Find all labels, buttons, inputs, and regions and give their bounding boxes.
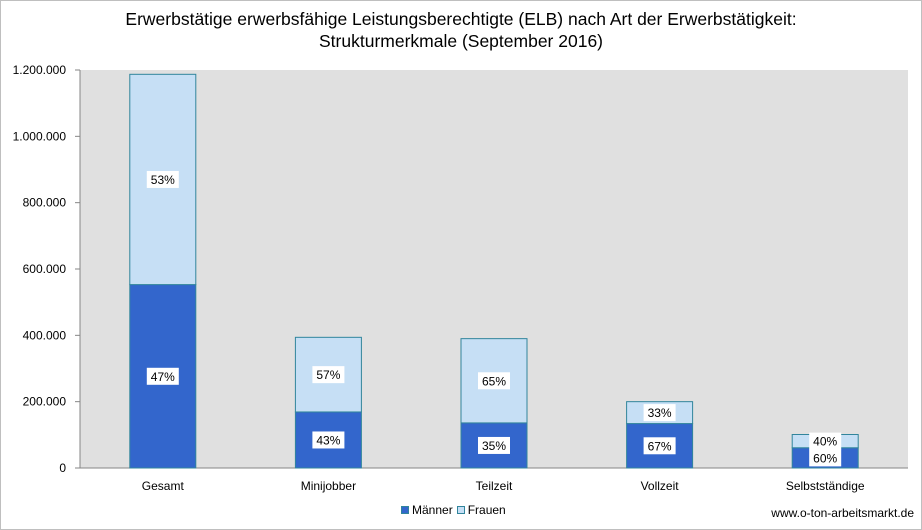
data-label: 47% xyxy=(151,370,175,384)
chart-title-line-1: Erwerbstätige erwerbsfähige Leistungsber… xyxy=(125,9,797,29)
y-tick-label: 0 xyxy=(59,461,66,475)
data-label: 35% xyxy=(482,439,506,453)
data-label-box xyxy=(312,366,345,384)
category-label: Teilzeit xyxy=(476,479,513,493)
data-label-box xyxy=(312,431,345,449)
y-tick-label: 1.200.000 xyxy=(13,63,67,77)
data-label: 40% xyxy=(813,435,837,449)
category-label: Selbstständige xyxy=(786,479,865,493)
category-label: Minijobber xyxy=(301,479,356,493)
data-label-box xyxy=(643,404,676,422)
legend: Männer Frauen xyxy=(401,503,506,517)
data-label: 57% xyxy=(316,368,340,382)
y-tick-label: 600.000 xyxy=(23,262,67,276)
data-label-box xyxy=(809,449,842,467)
data-label-box xyxy=(478,436,510,454)
category-label: Gesamt xyxy=(142,479,185,493)
data-label-box xyxy=(809,432,842,450)
data-label: 33% xyxy=(648,406,672,420)
data-label-box xyxy=(478,372,510,390)
category-label: Vollzeit xyxy=(641,479,680,493)
legend-item-frauen: Frauen xyxy=(456,503,506,517)
data-label: 53% xyxy=(151,173,175,187)
data-label-box xyxy=(146,170,179,188)
legend-label-maenner: Männer xyxy=(412,503,453,517)
data-label: 60% xyxy=(813,451,837,465)
data-label: 65% xyxy=(482,374,506,388)
y-tick-label: 800.000 xyxy=(23,196,67,210)
legend-label-frauen: Frauen xyxy=(467,503,506,517)
chart-title: Erwerbstätige erwerbsfähige Leistungsber… xyxy=(0,8,922,52)
data-label: 43% xyxy=(316,433,340,447)
legend-swatch-frauen xyxy=(456,506,465,514)
y-tick-label: 400.000 xyxy=(23,328,67,342)
source-credit: www.o-ton-arbeitsmarkt.de xyxy=(771,506,914,520)
legend-swatch-maenner xyxy=(401,506,409,514)
data-label: 67% xyxy=(648,439,672,453)
y-tick-label: 200.000 xyxy=(23,395,67,409)
chart-title-line-2: Strukturmerkmale (September 2016) xyxy=(319,31,603,51)
data-label-box xyxy=(146,367,179,385)
y-tick-label: 1.000.000 xyxy=(13,129,67,143)
data-label-box xyxy=(643,437,676,455)
legend-item-maenner: Männer xyxy=(401,503,453,517)
